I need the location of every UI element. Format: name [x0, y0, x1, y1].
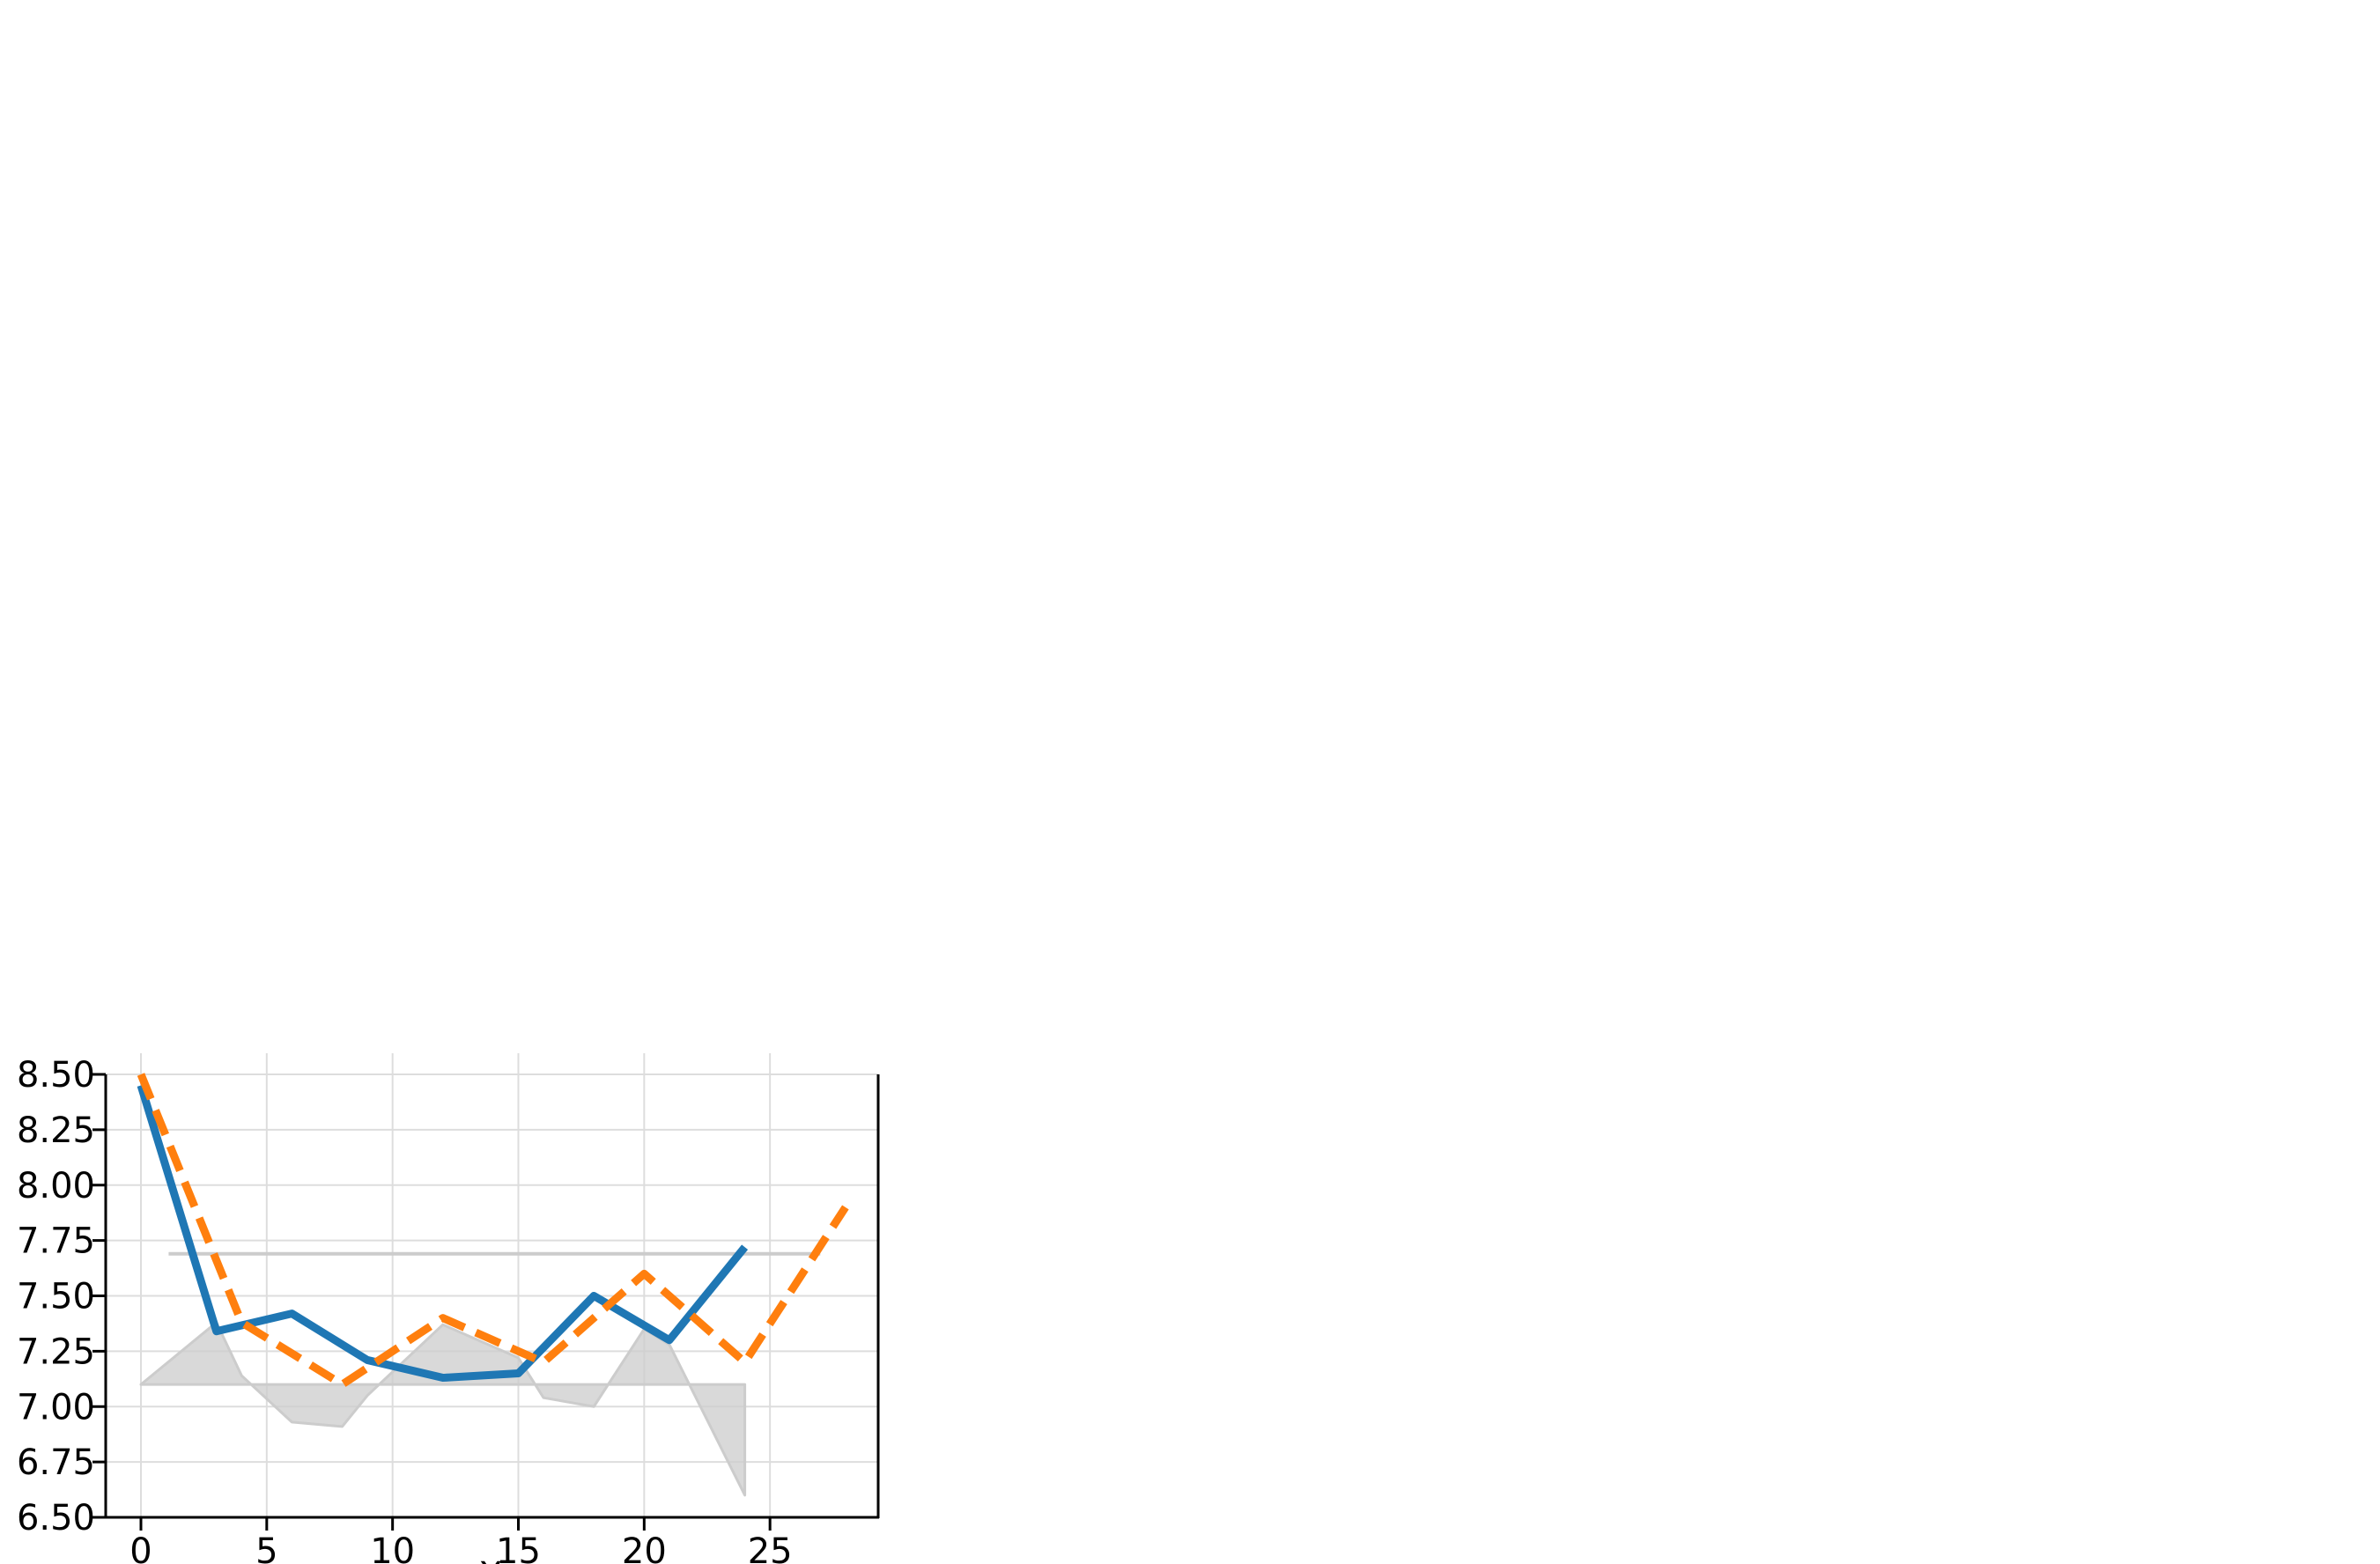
x-axis-ticks: 0 5 10 15 20 25	[129, 1517, 793, 1564]
y-tick-label: 8.00	[17, 1166, 95, 1206]
y-tick-label: 6.75	[17, 1442, 95, 1483]
y-tick-label: 8.50	[17, 1055, 95, 1096]
series-line-2	[137, 1073, 849, 1389]
series-line-1	[137, 1084, 749, 1383]
x-tick-label: 15	[496, 1531, 541, 1564]
y-tick-label: 7.00	[17, 1387, 95, 1428]
x-tick-label: 25	[748, 1531, 793, 1564]
y-tick-label: 7.75	[17, 1221, 95, 1262]
x-tick-label: 10	[370, 1531, 415, 1564]
y-tick-label: 7.50	[17, 1277, 95, 1317]
y-axis-ticks: 6.50 6.75 7.00 7.25 7.50 7.75 8.00 8.25 8.50	[17, 1055, 106, 1538]
data-series	[137, 1073, 849, 1389]
x-tick-label: 5	[255, 1531, 277, 1564]
x-axis-title: X	[478, 1555, 502, 1564]
shaded-area-fill	[139, 1321, 747, 1497]
y-tick-label: 6.50	[17, 1498, 95, 1538]
shaded-area	[139, 1321, 747, 1497]
grid-lines	[106, 1053, 878, 1518]
y-tick-label: 7.25	[17, 1332, 95, 1372]
x-tick-label: 0	[129, 1531, 152, 1564]
y-tick-label: 8.25	[17, 1110, 95, 1151]
x-tick-label: 20	[622, 1531, 667, 1564]
